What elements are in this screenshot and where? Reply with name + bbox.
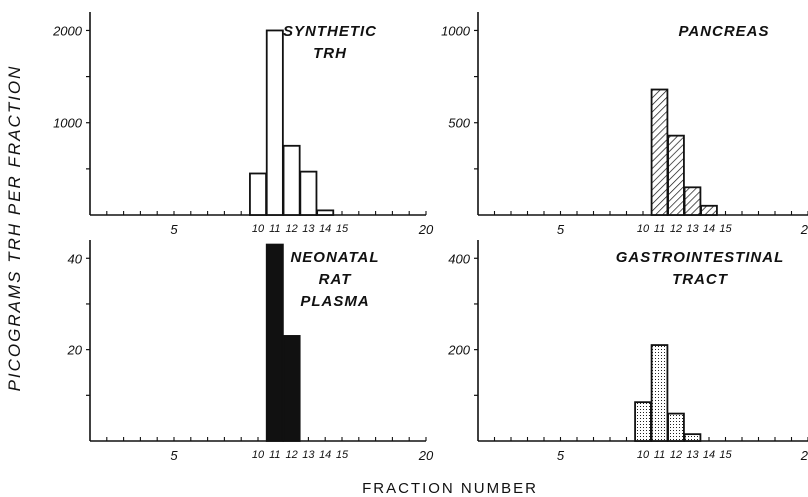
x-tick-label: 14 bbox=[703, 223, 715, 235]
bar-fraction-12 bbox=[282, 335, 301, 442]
x-tick-label: 15 bbox=[336, 223, 349, 235]
panel-title-line: TRACT bbox=[672, 271, 729, 288]
panel-title-line: PLASMA bbox=[300, 293, 369, 310]
y-tick-label: 2000 bbox=[52, 23, 83, 38]
y-tick-label: 500 bbox=[448, 116, 470, 131]
x-tick-label: 20 bbox=[418, 222, 434, 237]
x-tick-label: 10 bbox=[252, 449, 265, 461]
y-tick-label: 1000 bbox=[441, 23, 471, 38]
bar-fraction-10 bbox=[249, 172, 267, 216]
bar-fraction-13 bbox=[683, 186, 702, 216]
x-tick-label: 20 bbox=[800, 448, 808, 463]
panel-title-line: PANCREAS bbox=[678, 23, 769, 40]
panel-title-line: SYNTHETIC bbox=[283, 23, 377, 40]
panel-pancreas: 500 1000 5 10 11 12 13 14 15 20 PANCREAS bbox=[441, 12, 808, 237]
x-tick-label: 12 bbox=[670, 223, 682, 235]
x-tick-label: 20 bbox=[800, 222, 808, 237]
bar-fraction-13 bbox=[683, 433, 702, 442]
bar-fraction-13 bbox=[299, 170, 318, 216]
bar-fraction-12 bbox=[667, 134, 685, 216]
y-tick-label: 1000 bbox=[53, 116, 83, 131]
x-tick-label: 12 bbox=[285, 223, 297, 235]
x-tick-label: 11 bbox=[269, 449, 280, 461]
panel-title-line: RAT bbox=[319, 271, 353, 288]
bar-fraction-12 bbox=[667, 412, 685, 442]
x-tick-label: 10 bbox=[637, 223, 650, 235]
x-tick-label: 13 bbox=[686, 449, 699, 461]
bar-fraction-14 bbox=[316, 209, 335, 216]
panel-gastrointestinal-tract: 200 400 5 10 11 12 13 14 15 20 GASTROINTESTINAL TRA… bbox=[447, 240, 808, 463]
y-tick-label: 200 bbox=[447, 343, 470, 358]
x-tick-label: 11 bbox=[654, 223, 665, 235]
x-tick-label: 12 bbox=[285, 449, 297, 461]
panel-title-line: TRH bbox=[313, 45, 347, 62]
y-tick-label: 40 bbox=[68, 251, 83, 266]
x-tick-label: 14 bbox=[703, 449, 715, 461]
x-tick-label: 15 bbox=[719, 449, 732, 461]
x-tick-label: 5 bbox=[170, 448, 178, 463]
x-tick-label: 15 bbox=[336, 449, 349, 461]
x-tick-label: 20 bbox=[418, 448, 434, 463]
x-tick-label: 10 bbox=[252, 223, 265, 235]
bar-fraction-10 bbox=[634, 401, 652, 442]
panel-neonatal-rat-plasma: 20 40 5 10 11 12 13 14 15 20 NEONATAL RAT PLASMA bbox=[67, 240, 434, 463]
x-tick-label: 13 bbox=[302, 449, 315, 461]
bar-fraction-14 bbox=[700, 204, 718, 216]
x-tick-label: 5 bbox=[557, 448, 565, 463]
x-tick-label: 5 bbox=[170, 222, 178, 237]
panel-title-line: GASTROINTESTINAL bbox=[616, 249, 785, 266]
x-tick-label: 14 bbox=[319, 449, 331, 461]
x-tick-label: 5 bbox=[557, 222, 565, 237]
x-axis-label: FRACTION NUMBER bbox=[362, 480, 538, 497]
x-tick-label: 10 bbox=[637, 449, 650, 461]
y-tick-label: 20 bbox=[67, 343, 83, 358]
x-tick-label: 11 bbox=[269, 223, 280, 235]
x-tick-label: 13 bbox=[302, 223, 315, 235]
y-axis-label: PICOGRAMS TRH PER FRACTION bbox=[5, 65, 24, 392]
x-tick-label: 15 bbox=[719, 223, 732, 235]
x-tick-label: 11 bbox=[654, 449, 665, 461]
bar-fraction-11 bbox=[650, 88, 669, 216]
bar-fraction-11 bbox=[650, 344, 669, 442]
x-tick-label: 13 bbox=[686, 223, 699, 235]
bar-fraction-11 bbox=[265, 29, 284, 216]
panel-title-line: NEONATAL bbox=[290, 249, 379, 266]
x-tick-label: 12 bbox=[670, 449, 682, 461]
panel-synthetic-trh: 1000 2000 5 10 11 12 13 14 15 20 SYNTHETIC TRH bbox=[52, 12, 434, 237]
bar-fraction-12 bbox=[282, 144, 301, 216]
y-tick-label: 400 bbox=[448, 251, 470, 266]
bar-fraction-11 bbox=[265, 243, 284, 442]
x-tick-label: 14 bbox=[319, 223, 331, 235]
